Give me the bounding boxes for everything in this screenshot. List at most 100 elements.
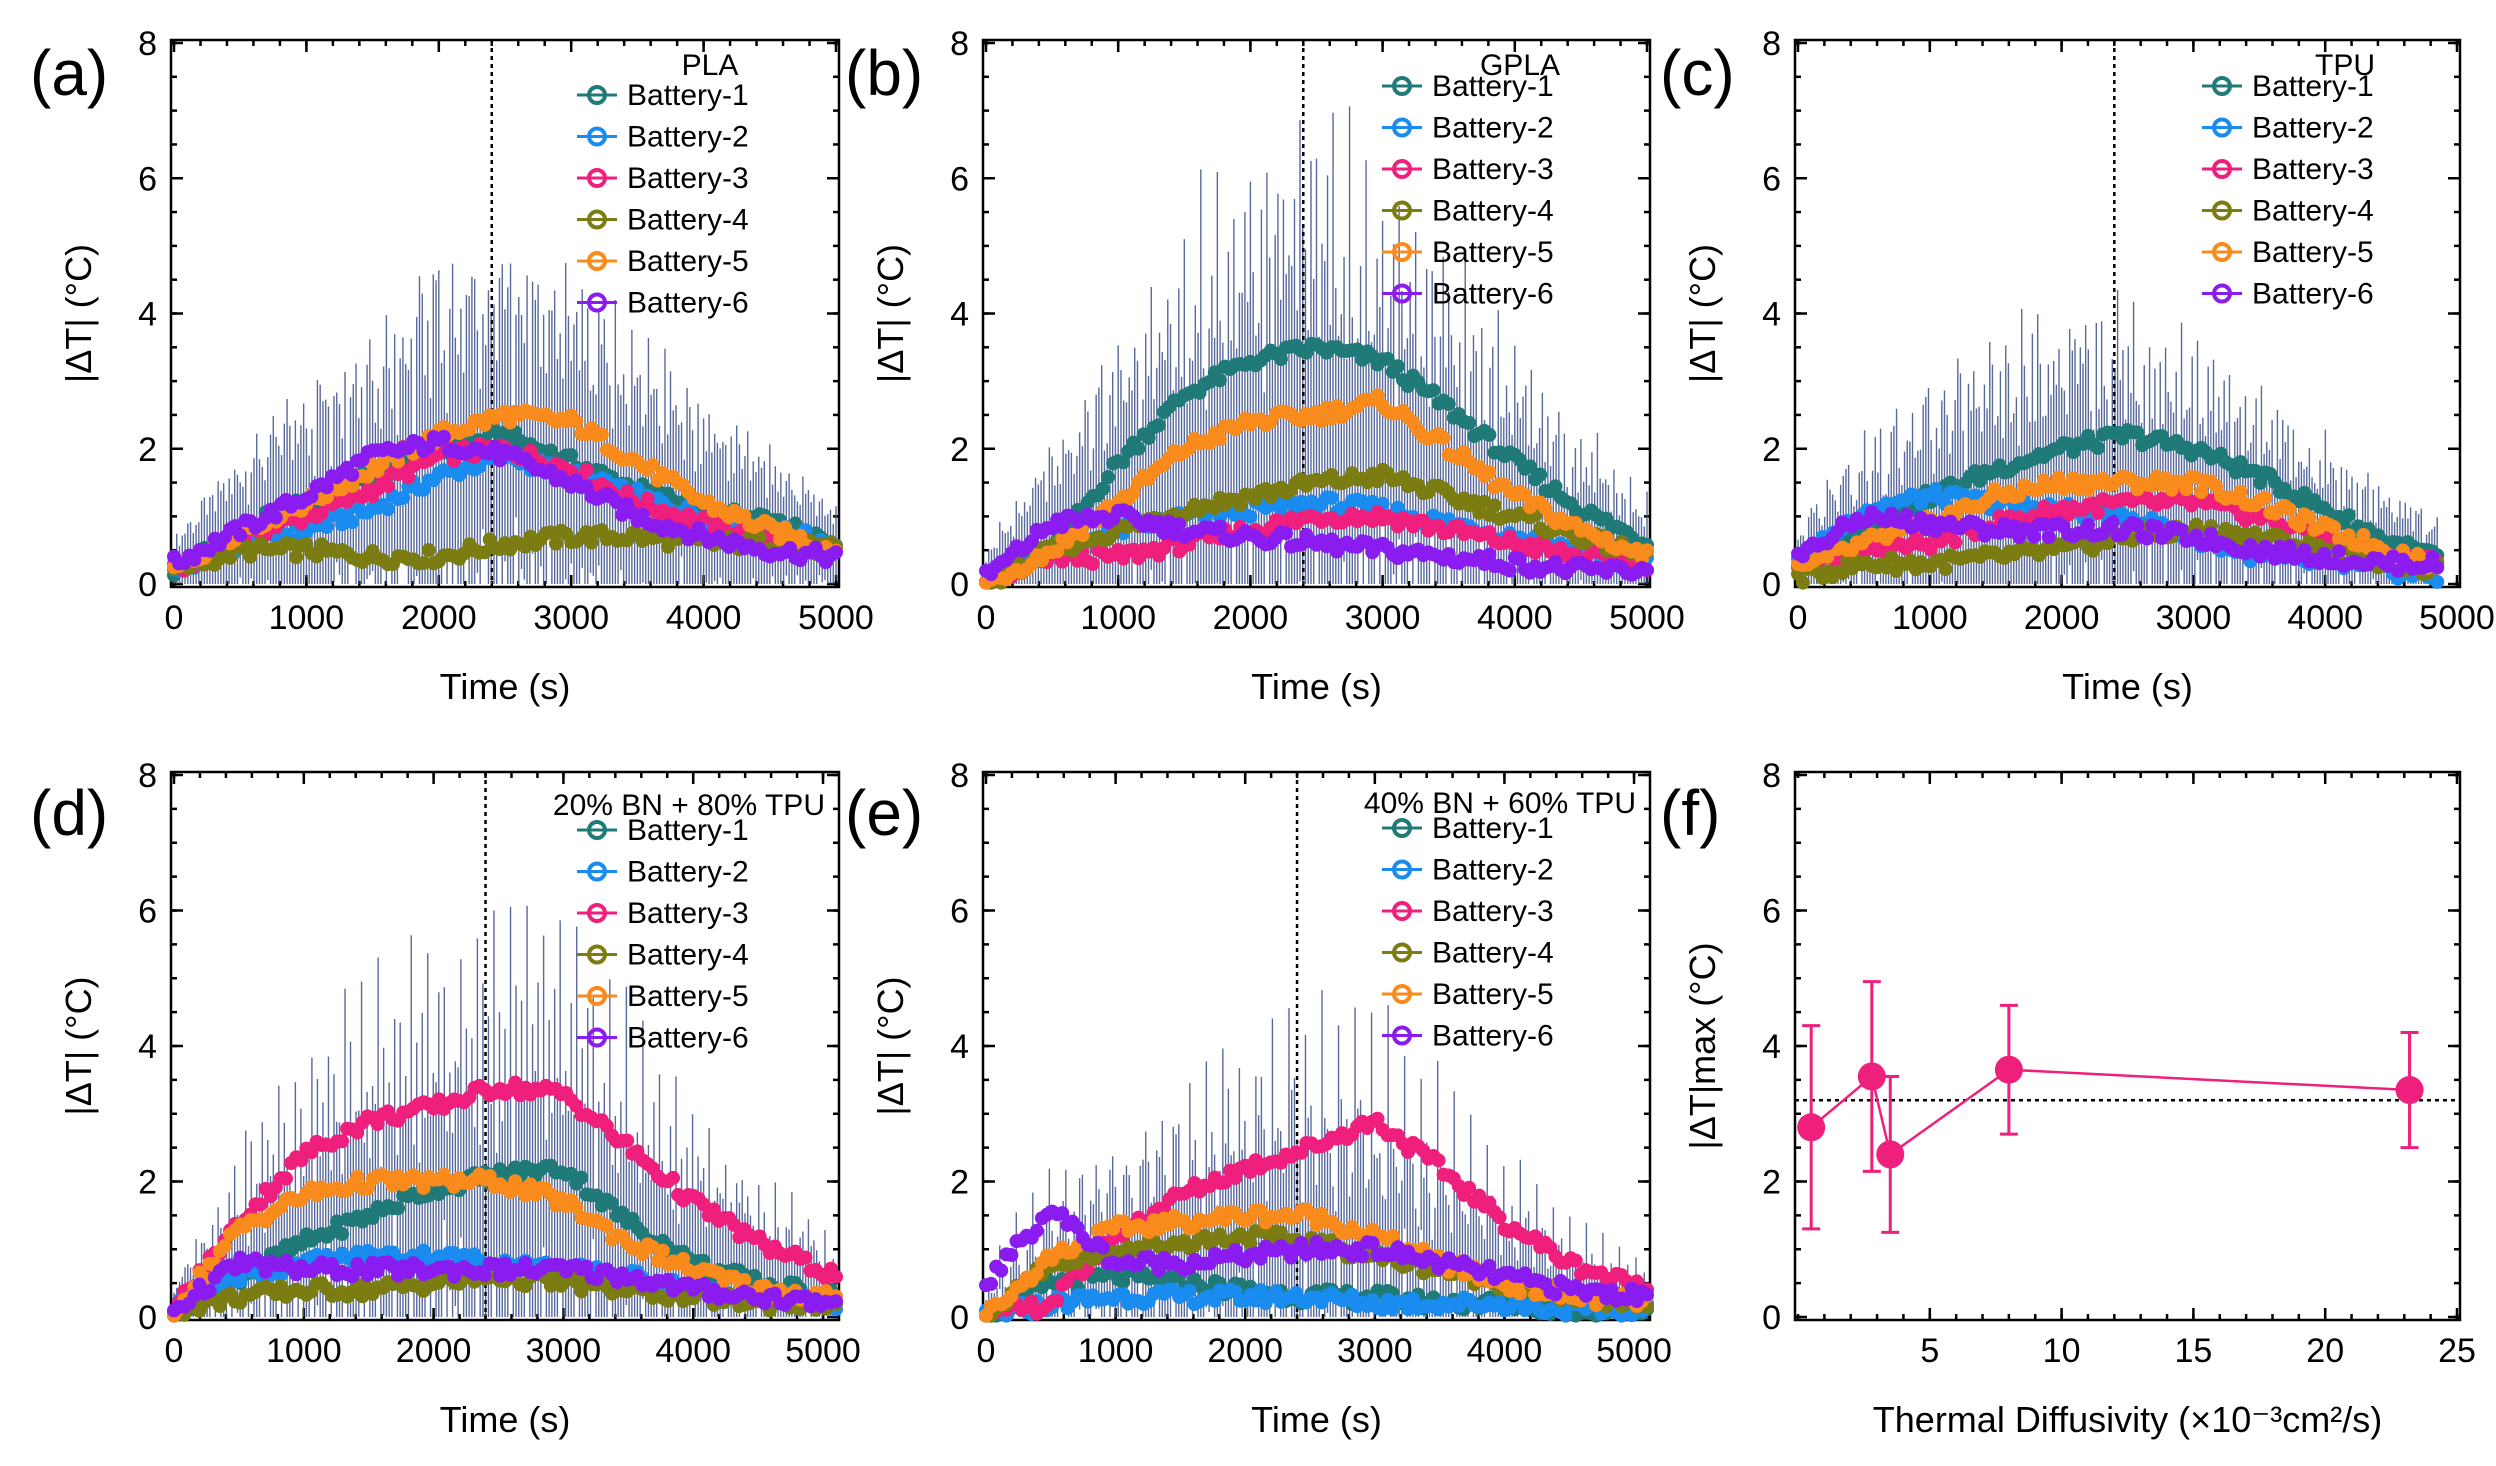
x-tick-label: 5000 [798, 599, 874, 637]
data-point [548, 536, 563, 551]
y-tick-label: 2 [950, 1164, 969, 1202]
panel-label: (b) [845, 37, 923, 109]
legend-label: Battery-2 [627, 856, 749, 889]
x-tick-label: 0 [977, 599, 996, 637]
x-tick-label: 4000 [666, 599, 742, 637]
panel-c: (c) 0 2 4 6 8 0 1000 2000 3000 4000 5000 Time (s) |ΔT… [1660, 25, 2495, 707]
x-tick-label: 1000 [1892, 599, 1968, 637]
data-point [564, 448, 579, 463]
data-point [2282, 539, 2297, 554]
data-point [233, 528, 248, 543]
x-tick-label: 4000 [2287, 599, 2363, 637]
x-tick-label: 0 [1789, 599, 1808, 637]
data-point [1212, 373, 1227, 388]
y-tick-label: 8 [138, 25, 157, 63]
data-point [574, 1170, 589, 1185]
data-point [1487, 498, 1502, 513]
legend-label: Battery-4 [627, 204, 749, 237]
data-point [436, 429, 451, 444]
legend-label: Battery-3 [627, 162, 749, 195]
y-axis-title: |ΔT| (°C) [870, 244, 911, 383]
legend-marker [587, 292, 607, 313]
data-point [401, 470, 416, 485]
data-point [1075, 528, 1090, 543]
data-point [2258, 490, 2273, 505]
data-point [1212, 432, 1227, 447]
legend-label: Battery-6 [2252, 278, 2374, 311]
x-tick-label: 5000 [1596, 1332, 1672, 1370]
data-point [599, 1219, 614, 1234]
x-tick-label: 2000 [2024, 599, 2100, 637]
data-point [345, 468, 360, 483]
x-tick-label: 3000 [1345, 599, 1421, 637]
data-point [289, 550, 304, 565]
legend: TPUBattery-1Battery-2Battery-3Battery-4B… [2202, 49, 2375, 311]
x-tick-label: 1000 [266, 1332, 342, 1370]
y-axis-title: |ΔT| (°C) [58, 244, 99, 383]
panel-b: (b) 0 2 4 6 8 0 1000 2000 3000 4000 5000 Time (s) |ΔT… [845, 25, 1685, 707]
x-tick-label: 2000 [1207, 1332, 1283, 1370]
y-tick-label: 6 [138, 160, 157, 198]
data-point [2233, 484, 2248, 499]
y-tick-label: 4 [950, 1028, 969, 1066]
x-tick-label: 4000 [655, 1332, 731, 1370]
y-tick-label: 0 [138, 566, 157, 604]
series-battery-6 [167, 429, 843, 571]
legend-label: Battery-1 [627, 79, 749, 112]
data-point [829, 1294, 843, 1309]
panel-d: (d) 0 2 4 6 8 0 1000 2000 3000 4000 5000 Time (s) |ΔT… [30, 757, 861, 1440]
x-tick-label: 0 [977, 1332, 996, 1370]
data-point [1131, 441, 1146, 456]
x-tick-label: 0 [165, 599, 184, 637]
panel-label: (d) [30, 777, 108, 849]
legend-label: Battery-4 [627, 939, 749, 972]
data-point [2179, 482, 2194, 497]
data-point [1640, 543, 1654, 558]
x-tick-label: 3000 [526, 1332, 602, 1370]
x-tick-label: 1000 [269, 599, 345, 637]
data-point [798, 1250, 813, 1265]
x-axis-title: Time (s) [1251, 666, 1382, 707]
data-point [1101, 470, 1116, 485]
y-tick-label: 0 [950, 566, 969, 604]
y-axis-title: |ΔT| (°C) [58, 976, 99, 1115]
data-point [1151, 418, 1166, 433]
y-tick-label: 0 [1762, 566, 1781, 604]
legend-label: Battery-3 [627, 897, 749, 930]
data-point [594, 427, 609, 442]
legend-label: Battery-1 [1432, 70, 1554, 103]
y-tick-label: 8 [950, 25, 969, 63]
legend-label: Battery-3 [1432, 153, 1554, 186]
data-point [391, 1201, 406, 1216]
data-point [1212, 519, 1227, 534]
x-tick-label: 5000 [2419, 599, 2495, 637]
data-point [1436, 431, 1451, 446]
y-tick-label: 2 [138, 431, 157, 469]
data-point [645, 458, 660, 473]
legend-label: Battery-6 [627, 287, 749, 320]
data-point [579, 462, 594, 477]
x-tick-label: 3000 [1337, 1332, 1413, 1370]
data-point [223, 550, 238, 565]
data-point [1533, 467, 1548, 482]
data-point [829, 1269, 843, 1284]
x-tick-label: 5000 [1609, 599, 1685, 637]
data-point [1640, 562, 1654, 577]
data-point [1482, 465, 1497, 480]
data-point [620, 1133, 635, 1148]
legend-marker [587, 85, 607, 105]
data-point [1426, 383, 1441, 398]
y-tick-label: 8 [1762, 25, 1781, 63]
data-point [1172, 517, 1187, 532]
data-point [2430, 560, 2445, 575]
data-point [335, 1134, 350, 1149]
data-point [477, 1268, 492, 1283]
x-tick-label: 4000 [1477, 599, 1553, 637]
x-tick-label: 2000 [396, 1332, 472, 1370]
legend: GPLABattery-1Battery-2Battery-3Battery-4… [1382, 49, 1560, 311]
y-tick-label: 6 [138, 893, 157, 931]
data-point [1462, 415, 1477, 430]
x-tick-label: 0 [165, 1332, 184, 1370]
legend-marker [587, 126, 607, 147]
